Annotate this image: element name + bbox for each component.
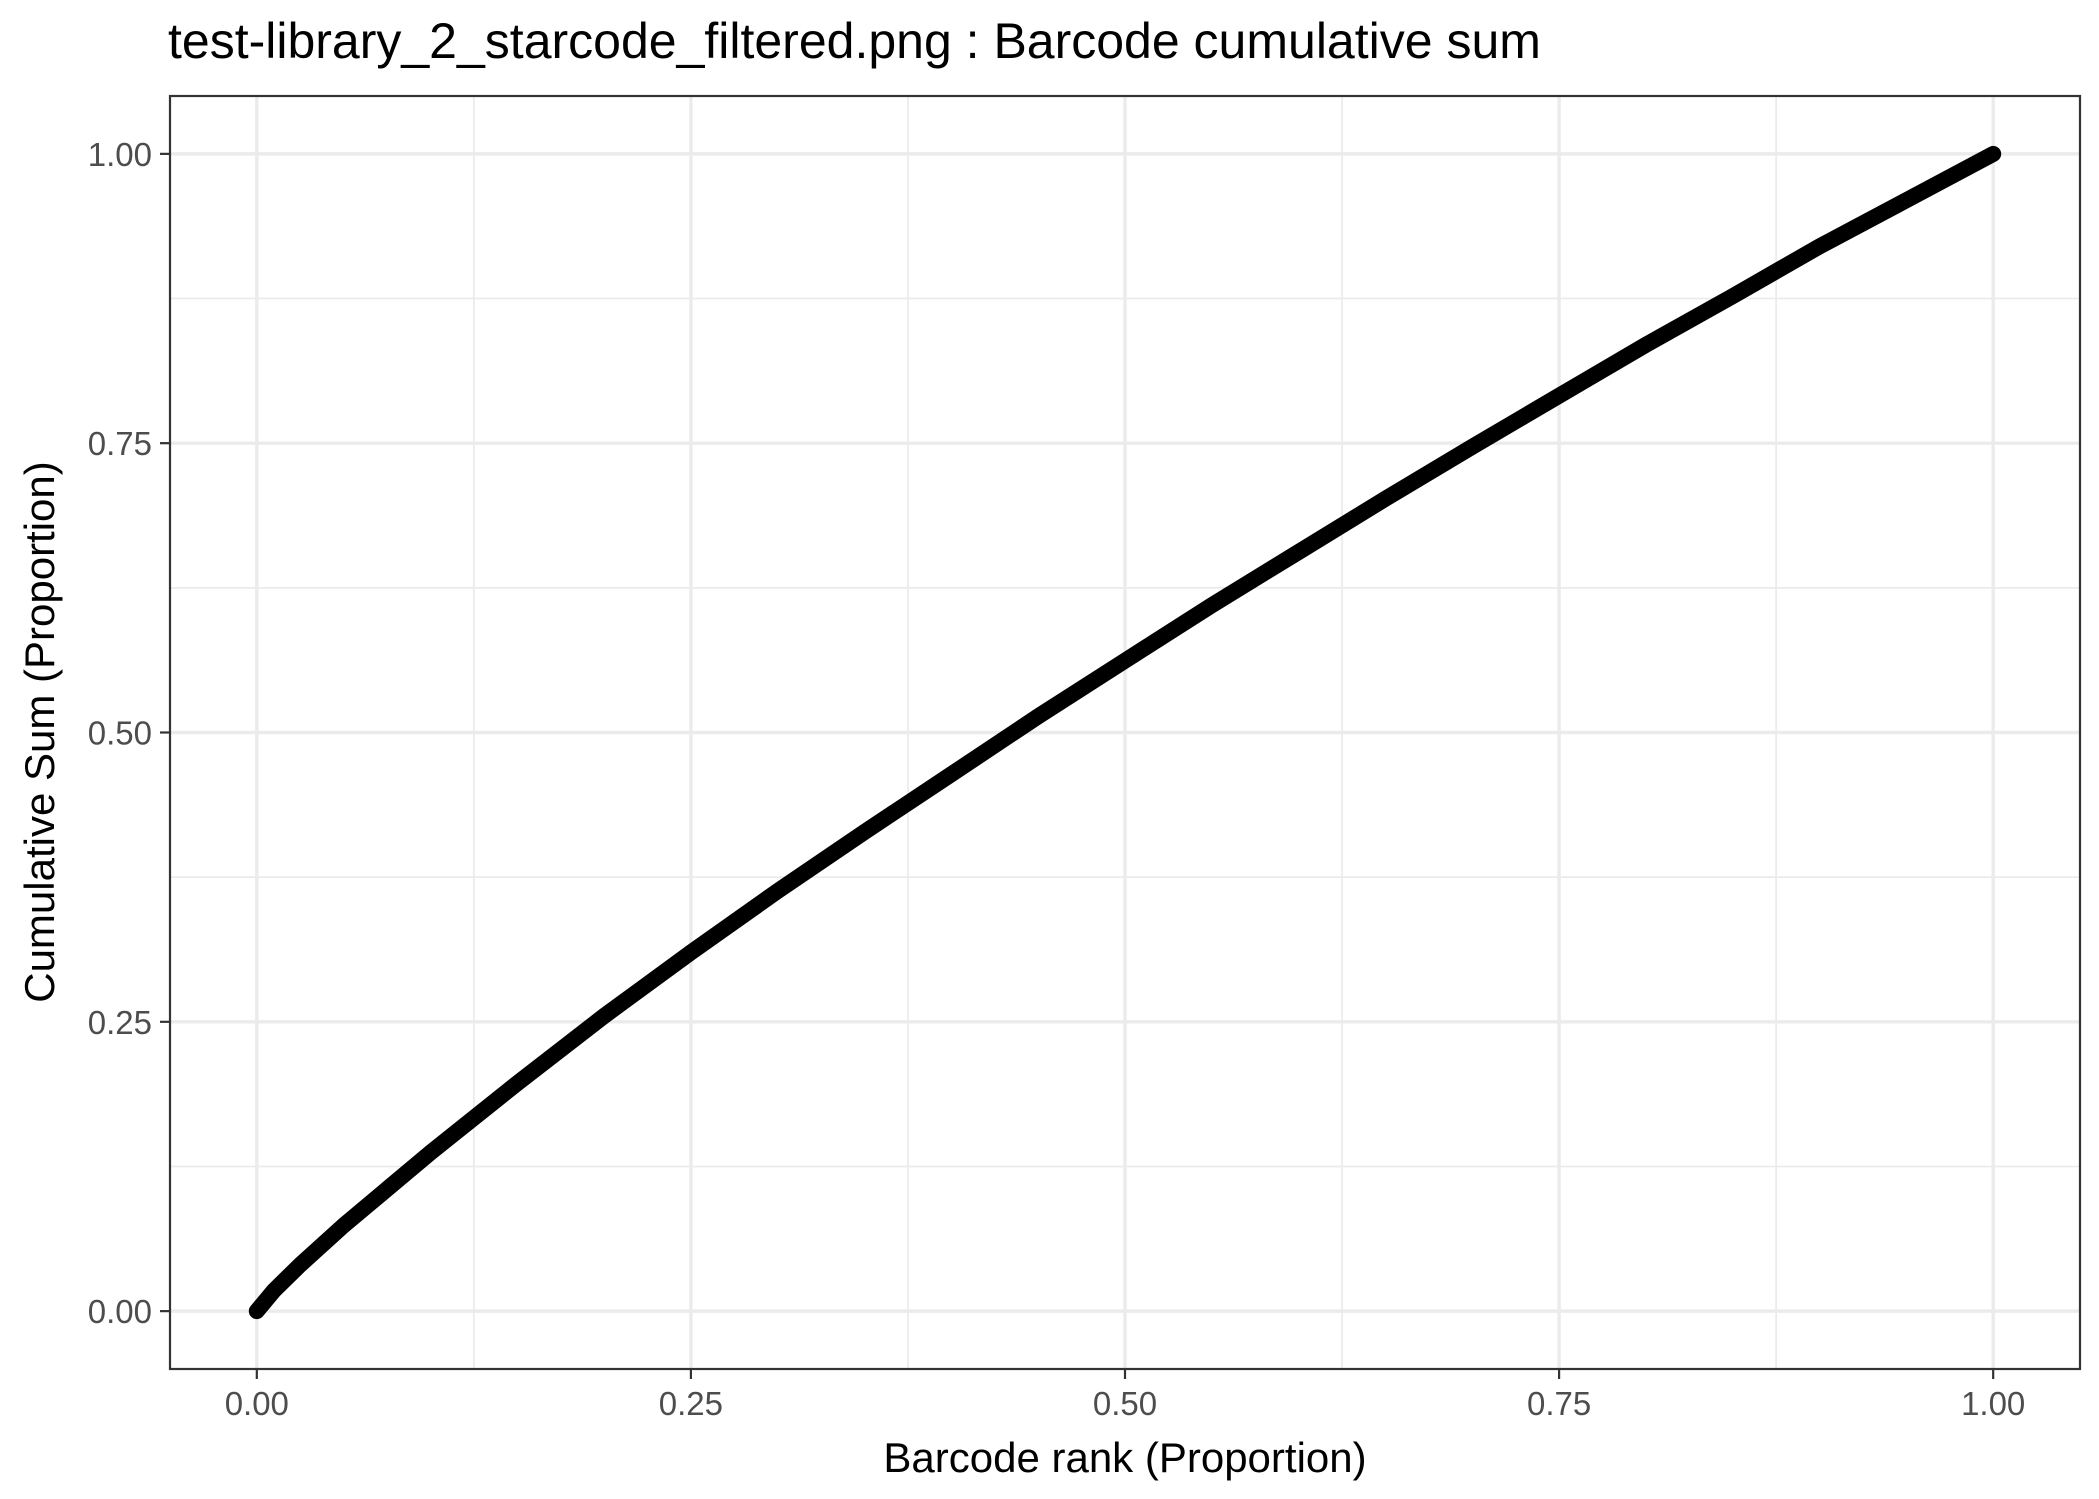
x-tick-label: 0.50 (1093, 1385, 1157, 1422)
x-axis-title: Barcode rank (Proportion) (883, 1434, 1366, 1481)
chart-title: test-library_2_starcode_filtered.png : B… (168, 13, 1541, 69)
y-tick-label: 1.00 (88, 136, 152, 173)
x-tick-label: 0.75 (1527, 1385, 1591, 1422)
y-tick-label: 0.00 (88, 1293, 152, 1330)
y-tick-label: 0.50 (88, 715, 152, 752)
major-gridlines (170, 96, 2080, 1369)
y-tick-label: 0.75 (88, 425, 152, 462)
x-axis: 0.00 0.25 0.50 0.75 1.00 (225, 1369, 2025, 1422)
x-tick-label: 0.25 (659, 1385, 723, 1422)
y-axis: 0.00 0.25 0.50 0.75 1.00 (88, 136, 170, 1330)
cumulative-sum-line (248, 145, 2002, 1320)
x-tick-label: 1.00 (1961, 1385, 2025, 1422)
y-tick-label: 0.25 (88, 1004, 152, 1041)
y-axis-title: Cumulative Sum (Proportion) (16, 461, 63, 1003)
x-tick-label: 0.00 (225, 1385, 289, 1422)
